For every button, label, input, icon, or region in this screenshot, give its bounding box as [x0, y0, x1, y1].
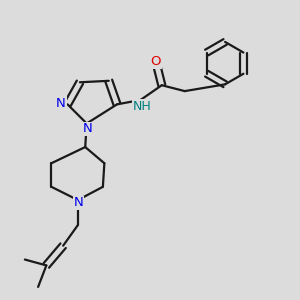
Text: O: O [151, 55, 161, 68]
Text: N: N [83, 122, 92, 135]
Text: N: N [74, 196, 84, 209]
Text: N: N [56, 97, 66, 110]
Text: NH: NH [133, 100, 152, 113]
